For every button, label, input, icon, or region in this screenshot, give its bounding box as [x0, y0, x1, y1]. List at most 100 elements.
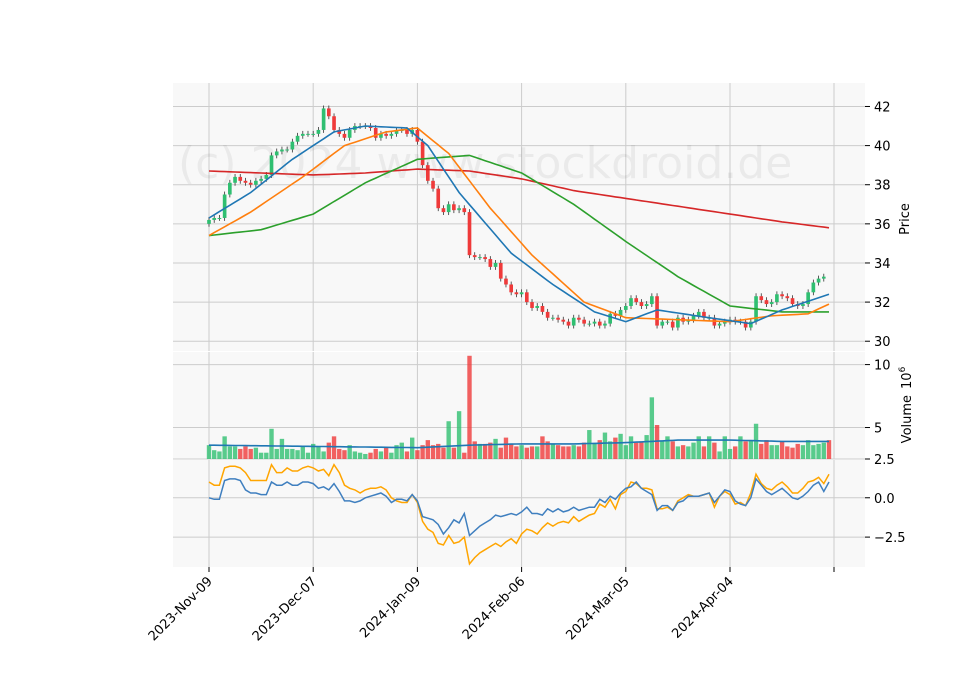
volume-bar	[686, 446, 691, 459]
volume-bar	[352, 451, 358, 459]
candle-body	[571, 317, 576, 326]
candle-body	[347, 129, 352, 138]
volume-bar	[258, 452, 264, 459]
candle-body	[780, 294, 784, 297]
candle-body	[379, 133, 383, 138]
volume-bar	[482, 443, 488, 459]
volume-bar	[774, 445, 780, 459]
candle-body	[290, 141, 295, 150]
volume-bar	[373, 448, 378, 459]
candle-body	[806, 292, 810, 305]
candle-body	[254, 180, 258, 185]
volume-bar	[472, 441, 477, 459]
volume-axis-label: Volume106	[898, 366, 915, 443]
volume-bar	[451, 447, 457, 459]
candle-body	[597, 321, 602, 326]
volume-bar	[357, 452, 363, 459]
x-tick-label: 2024-Apr-04	[669, 574, 736, 641]
volume-bar	[347, 445, 352, 459]
candle-body	[384, 133, 388, 136]
price-tick-label: 32	[874, 296, 891, 311]
volume-bar	[243, 446, 248, 459]
volume-bar	[383, 447, 389, 459]
candle-body	[577, 317, 581, 320]
volume-bar	[706, 436, 712, 459]
price-tick-label: 30	[874, 335, 891, 350]
volume-bar	[477, 443, 483, 459]
candle-body	[566, 321, 571, 326]
price-tick-label: 40	[874, 140, 891, 155]
candle-body	[441, 208, 446, 213]
candle-body	[405, 129, 409, 134]
volume-bar	[316, 446, 321, 459]
watermark: (c) 2024 www.stockdroid.de	[178, 138, 792, 189]
x-tick-label: 2024-Jan-09	[357, 574, 424, 641]
candle-body	[613, 313, 618, 316]
volume-bar	[284, 448, 290, 459]
volume-bar	[331, 436, 337, 459]
volume-bar	[790, 447, 795, 459]
volume-axis-label-text: Volume	[900, 395, 915, 443]
volume-bar	[691, 442, 696, 459]
volume-bar	[670, 441, 675, 459]
volume-bar	[680, 445, 686, 459]
volume-bar	[748, 440, 754, 459]
candle-body	[493, 262, 498, 267]
volume-bar	[717, 451, 722, 459]
volume-bar	[363, 453, 368, 459]
candle-body	[603, 323, 607, 326]
volume-bar	[232, 446, 238, 459]
candle-body	[670, 321, 675, 328]
volume-bar	[425, 440, 431, 459]
candle-body	[222, 194, 227, 218]
candle-body	[207, 219, 211, 224]
candle-body	[478, 257, 482, 259]
volume-bar	[300, 446, 305, 459]
volume-bar	[696, 436, 701, 459]
candle-body	[722, 321, 727, 324]
candle-body	[717, 323, 722, 326]
price-axis-label: Price	[898, 203, 913, 235]
volume-bar	[217, 451, 222, 459]
volume-bar	[566, 446, 571, 459]
volume-bar	[764, 440, 769, 459]
volume-bar	[399, 442, 404, 459]
volume-bar	[222, 436, 227, 459]
candle-body	[691, 315, 696, 320]
candle-body	[545, 311, 550, 318]
candle-body	[238, 176, 243, 181]
candle-body	[420, 141, 425, 166]
volume-bar	[545, 441, 550, 459]
ma-fast-line	[208, 125, 830, 325]
volume-bar	[404, 451, 410, 459]
volume-bar	[535, 446, 540, 459]
volume-tick-label: 2.5	[874, 453, 895, 468]
volume-bar	[389, 452, 394, 459]
candle-body	[446, 204, 451, 213]
candle-body	[295, 135, 300, 142]
volume-bar	[660, 441, 665, 459]
volume-bar	[597, 440, 602, 459]
candle-body	[644, 304, 649, 307]
candle-body	[259, 178, 263, 181]
volume-bar	[514, 446, 519, 459]
volume-bar	[206, 445, 212, 459]
candle-body	[337, 129, 342, 134]
volume-bar	[571, 445, 576, 459]
candle-body	[650, 296, 654, 305]
candle-body	[561, 319, 566, 322]
candle-body	[316, 129, 321, 134]
candle-body	[811, 282, 816, 293]
volume-bar	[712, 442, 717, 459]
volume-bar	[446, 421, 451, 459]
ma-long-line	[208, 168, 830, 229]
volume-bar	[503, 437, 509, 459]
candle-body	[816, 278, 821, 283]
candle-body	[327, 108, 331, 117]
volume-bar	[279, 438, 285, 459]
candle-body	[394, 129, 399, 134]
volume-bar	[488, 442, 493, 459]
candle-body	[702, 311, 706, 318]
candle-body	[285, 149, 289, 151]
candle-body	[373, 127, 378, 138]
